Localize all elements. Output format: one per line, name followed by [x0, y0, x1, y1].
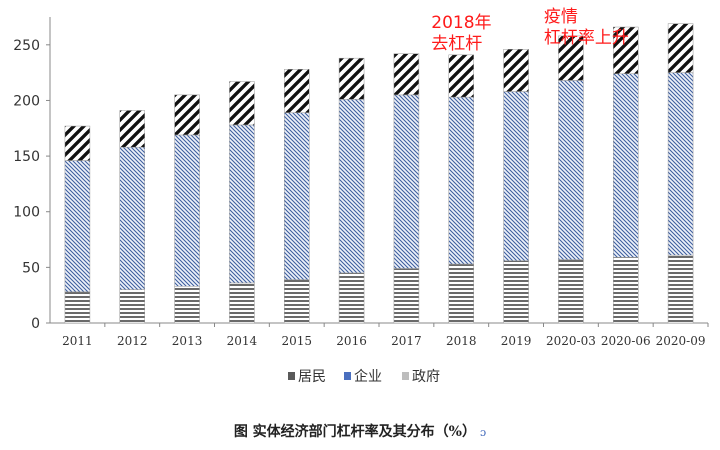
legend-swatch-government: [402, 372, 409, 380]
bar-enterprise-2014: [229, 124, 255, 284]
annotation-2020-line1: 疫情: [543, 7, 578, 27]
bar-government-2013: [174, 94, 200, 136]
bar-government-2017: [393, 53, 420, 96]
bar-government-2011: [64, 125, 91, 161]
legend-swatch-resident: [288, 372, 295, 380]
bar-enterprise-2013: [174, 134, 200, 287]
y-tick-label-50: 50: [22, 260, 40, 276]
bar-resident-2019: [503, 260, 529, 324]
bar-resident-2016: [338, 272, 365, 324]
bar-resident-2020-06: [613, 257, 639, 324]
annotation-2018-line1: 2018年: [431, 13, 492, 33]
legend: 居民 企业 政府: [288, 368, 440, 385]
bar-enterprise-2018: [448, 96, 474, 265]
bar-enterprise-2020-09: [667, 72, 694, 256]
x-tick-label-2014: 2014: [227, 334, 258, 348]
bar-government-2020-06: [613, 26, 639, 74]
bar-resident-2014: [229, 282, 255, 324]
y-tick-label-250: 250: [13, 38, 40, 54]
bar-government-2018: [448, 54, 474, 98]
bar-resident-2020-03: [558, 259, 584, 324]
axes: [46, 17, 709, 327]
bar-resident-2012: [119, 289, 145, 324]
bar-resident-2017: [393, 268, 420, 324]
y-tick-label-150: 150: [13, 149, 40, 165]
bar-enterprise-2015: [284, 112, 310, 280]
x-tick-label-2015: 2015: [281, 334, 312, 348]
bar-enterprise-2020-03: [558, 80, 584, 260]
bar-government-2020-03: [558, 35, 584, 81]
legend-label-resident: 居民: [298, 369, 326, 385]
annotation-2020: 疫情 杠杆率上升: [544, 7, 629, 49]
y-tick-label-0: 0: [31, 316, 40, 332]
bar-enterprise-2012: [119, 146, 145, 290]
bar-resident-2015: [284, 279, 310, 324]
annotation-2018-line2: 去杠杆: [431, 34, 483, 54]
bar-resident-2020-09: [667, 254, 694, 324]
bar-enterprise-2019: [503, 91, 529, 261]
y-tick-labels: 0 50 100 150 200 250: [13, 38, 40, 332]
annotation-2018: 2018年 去杠杆: [431, 13, 491, 55]
bar-enterprise-2011: [64, 160, 91, 293]
bar-government-2019: [503, 49, 529, 92]
annotation-2020-line2: 杠杆率上升: [543, 28, 629, 48]
bar-resident-2018: [448, 263, 474, 324]
y-tick-label-100: 100: [13, 205, 40, 221]
x-tick-label-2016: 2016: [336, 334, 367, 348]
bar-government-2020-09: [667, 23, 694, 73]
x-tick-label-2011: 2011: [62, 334, 93, 348]
legend-label-enterprise: 企业: [354, 368, 382, 385]
legend-swatch-enterprise: [344, 372, 351, 380]
x-tick-label-2020-09: 2020-09: [656, 334, 706, 348]
chart-title: 图 实体经济部门杠杆率及其分布（%）: [233, 424, 476, 440]
x-tick-label-2019: 2019: [501, 334, 532, 348]
bar-government-2012: [119, 110, 145, 148]
y-tick-label-200: 200: [13, 93, 40, 109]
x-tick-label-2012: 2012: [117, 334, 148, 348]
bar-enterprise-2020-06: [613, 73, 639, 258]
x-tick-labels: 2011 2012 2013 2014 2015 2016 2017 2018 2019 2020…: [62, 334, 705, 348]
caption-mark: ɔ: [480, 426, 487, 439]
bar-enterprise-2017: [393, 94, 420, 269]
chart-caption: 图 实体经济部门杠杆率及其分布（%） ɔ: [0, 421, 720, 441]
bar-resident-2011: [64, 291, 91, 324]
x-tick-label-2017: 2017: [391, 334, 422, 348]
bars: [64, 23, 694, 324]
bar-enterprise-2016: [338, 99, 365, 274]
x-tick-label-2018: 2018: [446, 334, 477, 348]
bar-resident-2013: [174, 286, 200, 324]
legend-label-government: 政府: [412, 369, 440, 385]
x-tick-label-2020-06: 2020-06: [601, 334, 651, 348]
bar-government-2015: [284, 69, 310, 113]
x-tick-label-2013: 2013: [172, 334, 203, 348]
bar-government-2014: [229, 81, 255, 126]
x-tick-label-2020-03: 2020-03: [546, 334, 596, 348]
bar-government-2016: [338, 57, 365, 100]
